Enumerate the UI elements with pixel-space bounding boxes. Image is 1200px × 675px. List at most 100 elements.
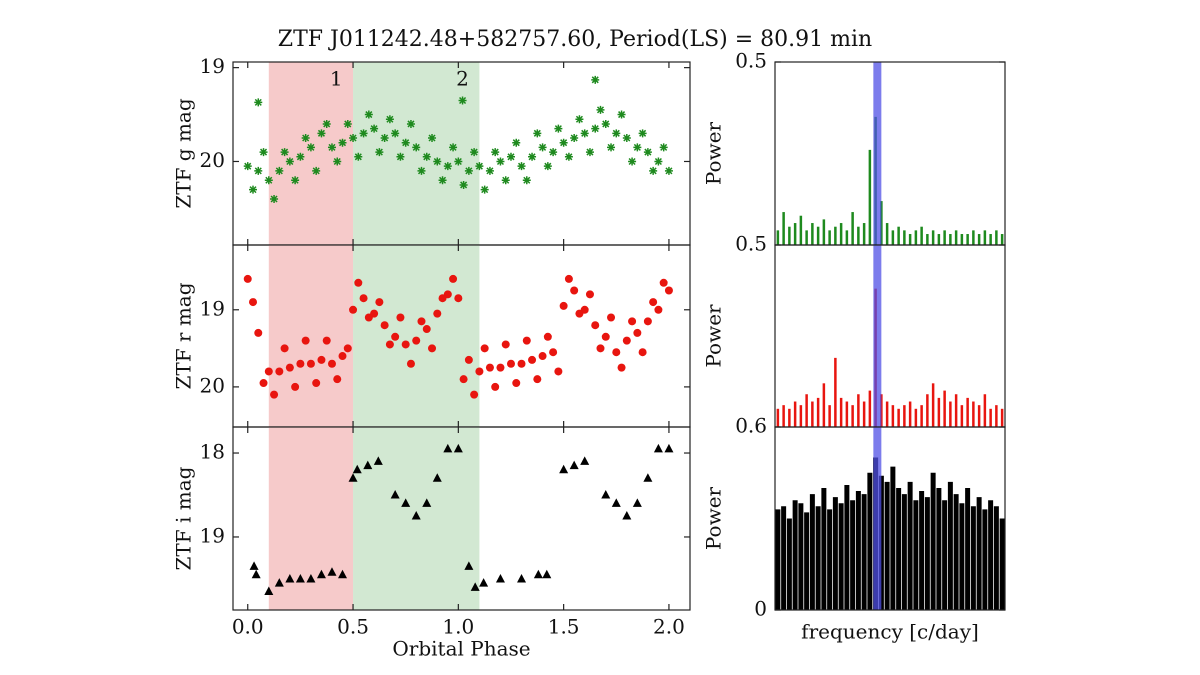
y-axis-label: ZTF i mag — [172, 466, 196, 570]
data-point — [312, 379, 321, 388]
data-point — [422, 152, 431, 161]
data-point — [459, 180, 468, 189]
data-point — [338, 138, 347, 147]
data-point — [479, 578, 489, 587]
panel-frame — [774, 426, 1006, 611]
data-point — [327, 359, 336, 368]
data-point — [549, 348, 558, 357]
y-tick-label: 0.6 — [735, 414, 767, 438]
data-point — [612, 348, 621, 357]
data-point — [322, 119, 331, 128]
data-point — [649, 298, 658, 307]
data-point — [654, 157, 663, 166]
data-point — [428, 344, 437, 353]
data-point — [243, 162, 252, 171]
data-point — [638, 348, 647, 357]
y-tick-label: 19 — [200, 296, 225, 320]
data-point — [249, 185, 258, 194]
data-point — [380, 321, 389, 330]
data-point — [533, 129, 542, 138]
data-point — [254, 328, 263, 337]
data-point — [538, 352, 547, 361]
data-point — [607, 143, 616, 152]
y-axis-label: Power — [702, 486, 726, 550]
x-axis-label: frequency [c/day] — [801, 620, 979, 644]
data-point — [396, 152, 405, 161]
x-axis-label: Orbital Phase — [392, 637, 530, 661]
data-point — [533, 375, 542, 384]
data-point — [343, 344, 352, 353]
y-tick-label: 0.5 — [735, 49, 767, 73]
data-point — [391, 332, 400, 341]
data-point — [543, 162, 552, 171]
data-point — [622, 336, 631, 345]
data-point — [401, 340, 410, 349]
data-point — [559, 464, 569, 474]
data-point — [291, 382, 300, 391]
data-point — [338, 352, 347, 361]
data-point — [517, 573, 527, 583]
data-point — [654, 305, 663, 314]
data-point — [528, 152, 537, 161]
data-point — [406, 119, 415, 128]
data-point — [264, 367, 273, 376]
data-point — [296, 359, 305, 368]
x-tick-label: 2.0 — [653, 615, 685, 639]
data-point — [607, 313, 616, 322]
data-point — [449, 143, 458, 152]
data-point — [559, 301, 568, 310]
data-point — [659, 143, 668, 152]
data-point — [306, 143, 315, 152]
data-point — [349, 305, 358, 314]
data-point — [564, 274, 573, 283]
data-point — [570, 134, 579, 143]
data-point — [359, 294, 368, 303]
data-point — [554, 124, 563, 133]
data-point — [296, 152, 305, 161]
data-point — [459, 375, 468, 384]
data-point — [249, 561, 259, 570]
data-point — [591, 124, 600, 133]
data-point — [275, 166, 284, 175]
y-axis-label: ZTF g mag — [172, 98, 196, 209]
data-point — [496, 363, 505, 372]
data-point — [512, 379, 521, 388]
data-point — [359, 129, 368, 138]
data-point — [643, 148, 652, 157]
data-point — [251, 569, 261, 579]
data-point — [638, 129, 647, 138]
data-point — [501, 176, 510, 185]
data-point — [517, 359, 526, 368]
data-point — [633, 328, 642, 337]
data-point — [454, 157, 463, 166]
figure-title: ZTF J011242.48+582757.60, Period(LS) = 8… — [278, 27, 872, 52]
data-point — [496, 157, 505, 166]
data-point — [649, 166, 658, 175]
plot-area — [775, 427, 1005, 610]
data-point — [653, 443, 663, 453]
data-point — [512, 138, 521, 147]
data-point — [570, 286, 579, 295]
data-point — [491, 382, 500, 391]
data-point — [396, 313, 405, 322]
data-point — [401, 498, 411, 507]
data-point — [449, 274, 458, 283]
data-point — [485, 166, 494, 175]
data-point — [611, 498, 621, 507]
data-point — [543, 332, 552, 341]
data-point — [390, 489, 400, 499]
data-point — [664, 166, 673, 175]
plot-area — [243, 245, 673, 427]
data-point — [348, 473, 358, 482]
data-point — [458, 96, 467, 105]
data-point — [501, 340, 510, 349]
data-point — [528, 355, 537, 364]
data-point — [575, 309, 584, 318]
data-point — [322, 336, 331, 345]
data-point — [243, 274, 252, 283]
y-axis-label: ZTF r mag — [172, 282, 196, 389]
data-point — [380, 134, 389, 143]
data-point — [391, 129, 400, 138]
data-point — [538, 143, 547, 152]
x-tick-label: 1.0 — [442, 615, 474, 639]
